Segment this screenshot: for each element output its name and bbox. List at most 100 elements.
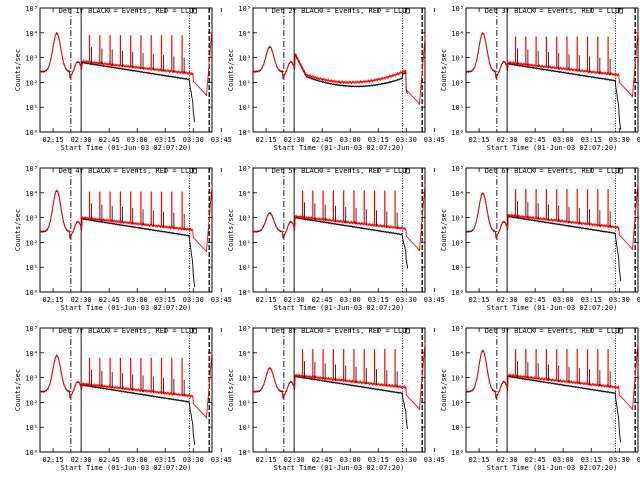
x-tick-label: 03:15 bbox=[581, 296, 602, 304]
lld-series-line bbox=[466, 342, 639, 410]
x-tick-label: 02:45 bbox=[525, 456, 546, 464]
x-axis-label: Start Time (01-Jun-03 02:07:20) bbox=[274, 304, 405, 312]
x-tick-label: 02:15 bbox=[43, 456, 64, 464]
y-tick-label: 10² bbox=[238, 79, 251, 87]
x-tick-label: 02:15 bbox=[43, 296, 64, 304]
y-tick-label: 10⁵ bbox=[25, 5, 38, 13]
y-tick-label: 10¹ bbox=[451, 424, 464, 432]
y-tick-label: 10² bbox=[25, 79, 38, 87]
x-axis-label: Start Time (01-Jun-03 02:07:20) bbox=[487, 144, 618, 152]
marker-box-glyph bbox=[405, 168, 410, 174]
marker-box-glyph bbox=[618, 8, 623, 14]
y-tick-label: 10¹ bbox=[238, 424, 251, 432]
x-tick-label: 03:30 bbox=[396, 456, 417, 464]
x-tick-label: 02:30 bbox=[284, 456, 305, 464]
x-tick-label: 02:45 bbox=[99, 296, 120, 304]
chart-title: Det 8f BLACK = Events, RED = LLD bbox=[272, 327, 407, 335]
x-tick-label: 02:45 bbox=[312, 296, 333, 304]
x-tick-label: 02:45 bbox=[525, 136, 546, 144]
y-tick-label: 10¹ bbox=[451, 264, 464, 272]
y-tick-label: 10⁰ bbox=[25, 449, 38, 457]
y-tick-label: 10⁴ bbox=[238, 30, 251, 38]
events-series-line bbox=[39, 31, 196, 123]
x-tick-label: 02:30 bbox=[497, 296, 518, 304]
marker-box-glyph bbox=[405, 328, 410, 334]
x-tick-label: 02:30 bbox=[284, 136, 305, 144]
plot-frame bbox=[39, 7, 213, 133]
marker-box-glyph bbox=[192, 8, 197, 14]
x-tick-label: 02:30 bbox=[71, 296, 92, 304]
plot-frame bbox=[465, 7, 639, 133]
y-tick-label: 10² bbox=[25, 239, 38, 247]
chart-panel: Det 8f BLACK = Events, RED = LLD 10⁰ 10¹ 10… bbox=[227, 325, 445, 472]
x-axis-label: Start Time (01-Jun-03 02:07:20) bbox=[274, 464, 405, 472]
x-tick-label: 03:00 bbox=[127, 456, 148, 464]
x-tick-label: 02:15 bbox=[43, 136, 64, 144]
y-tick-label: 10⁵ bbox=[238, 165, 251, 173]
y-tick-label: 10² bbox=[451, 239, 464, 247]
x-tick-label: 03:15 bbox=[155, 456, 176, 464]
lld-series-line bbox=[466, 30, 639, 98]
plot-frame bbox=[252, 327, 426, 453]
y-axis-label: Counts/sec bbox=[440, 369, 448, 411]
y-tick-label: 10³ bbox=[238, 375, 251, 383]
y-tick-label: 10³ bbox=[451, 375, 464, 383]
y-tick-label: 10⁵ bbox=[451, 5, 464, 13]
y-tick-label: 10³ bbox=[25, 215, 38, 223]
y-axis-label: Counts/sec bbox=[14, 369, 22, 411]
x-tick-label: 03:30 bbox=[609, 136, 630, 144]
x-tick-label: 02:15 bbox=[469, 456, 490, 464]
y-axis-label: Counts/sec bbox=[227, 209, 235, 251]
x-tick-label: 03:30 bbox=[183, 456, 204, 464]
y-tick-label: 10⁵ bbox=[451, 325, 464, 333]
y-tick-label: 10¹ bbox=[25, 424, 38, 432]
y-tick-label: 10⁵ bbox=[238, 5, 251, 13]
x-tick-label: 02:45 bbox=[99, 456, 120, 464]
x-tick-label: 03:00 bbox=[127, 296, 148, 304]
lld-series-line bbox=[253, 184, 426, 252]
x-tick-label: 03:00 bbox=[340, 296, 361, 304]
x-tick-label: 02:30 bbox=[71, 136, 92, 144]
x-axis-label: Start Time (01-Jun-03 02:07:20) bbox=[274, 144, 405, 152]
x-tick-label: 03:15 bbox=[368, 456, 389, 464]
y-tick-label: 10⁴ bbox=[451, 350, 464, 358]
x-tick-label: 03:45 bbox=[211, 296, 232, 304]
lld-series-line bbox=[253, 37, 426, 105]
y-tick-label: 10⁵ bbox=[25, 165, 38, 173]
y-axis-label: Counts/sec bbox=[227, 369, 235, 411]
chart-panel: Det 4f BLACK = Events, RED = LLD 10⁰ 10¹ 10… bbox=[14, 165, 232, 312]
lld-series-line bbox=[40, 185, 213, 253]
y-tick-label: 10³ bbox=[25, 375, 38, 383]
chart-title: Det 5f BLACK = Events, RED = LLD bbox=[272, 167, 407, 175]
y-tick-label: 10¹ bbox=[25, 104, 38, 112]
chart-panel: Det 1f BLACK = Events, RED = LLD 10⁰ 10¹ 10… bbox=[14, 5, 232, 152]
x-tick-label: 03:30 bbox=[396, 296, 417, 304]
chart-panel: Det 2f BLACK = Events, RED = LLD 10⁰ 10¹ 10… bbox=[227, 5, 445, 152]
chart-panel: Det 3f BLACK = Events, RED = LLD 10⁰ 10¹ 10… bbox=[440, 5, 640, 152]
x-tick-label: 02:45 bbox=[312, 136, 333, 144]
events-series-line bbox=[252, 367, 409, 430]
y-tick-label: 10² bbox=[238, 399, 251, 407]
chart-panel: Det 6f BLACK = Events, RED = LLD 10⁰ 10¹ 10… bbox=[440, 165, 640, 312]
lld-series-line bbox=[253, 342, 426, 410]
x-tick-label: 02:15 bbox=[256, 296, 277, 304]
x-tick-label: 02:30 bbox=[284, 296, 305, 304]
chart-panel: Det 9f BLACK = Events, RED = LLD 10⁰ 10¹ 10… bbox=[440, 325, 640, 472]
x-tick-label: 03:00 bbox=[340, 136, 361, 144]
marker-box-glyph bbox=[405, 8, 410, 14]
marker-box-glyph bbox=[192, 168, 197, 174]
marker-box-glyph bbox=[192, 328, 197, 334]
y-tick-label: 10⁰ bbox=[238, 289, 251, 297]
y-tick-label: 10³ bbox=[238, 215, 251, 223]
y-tick-label: 10⁴ bbox=[25, 350, 38, 358]
x-tick-label: 02:15 bbox=[256, 136, 277, 144]
y-tick-label: 10⁰ bbox=[451, 289, 464, 297]
y-tick-label: 10⁴ bbox=[238, 190, 251, 198]
y-tick-label: 10⁰ bbox=[25, 129, 38, 137]
x-tick-label: 03:45 bbox=[424, 296, 445, 304]
marker-box-glyph bbox=[618, 328, 623, 334]
plot-frame bbox=[252, 167, 426, 293]
lld-series-line bbox=[40, 351, 213, 419]
y-tick-label: 10³ bbox=[25, 55, 38, 63]
